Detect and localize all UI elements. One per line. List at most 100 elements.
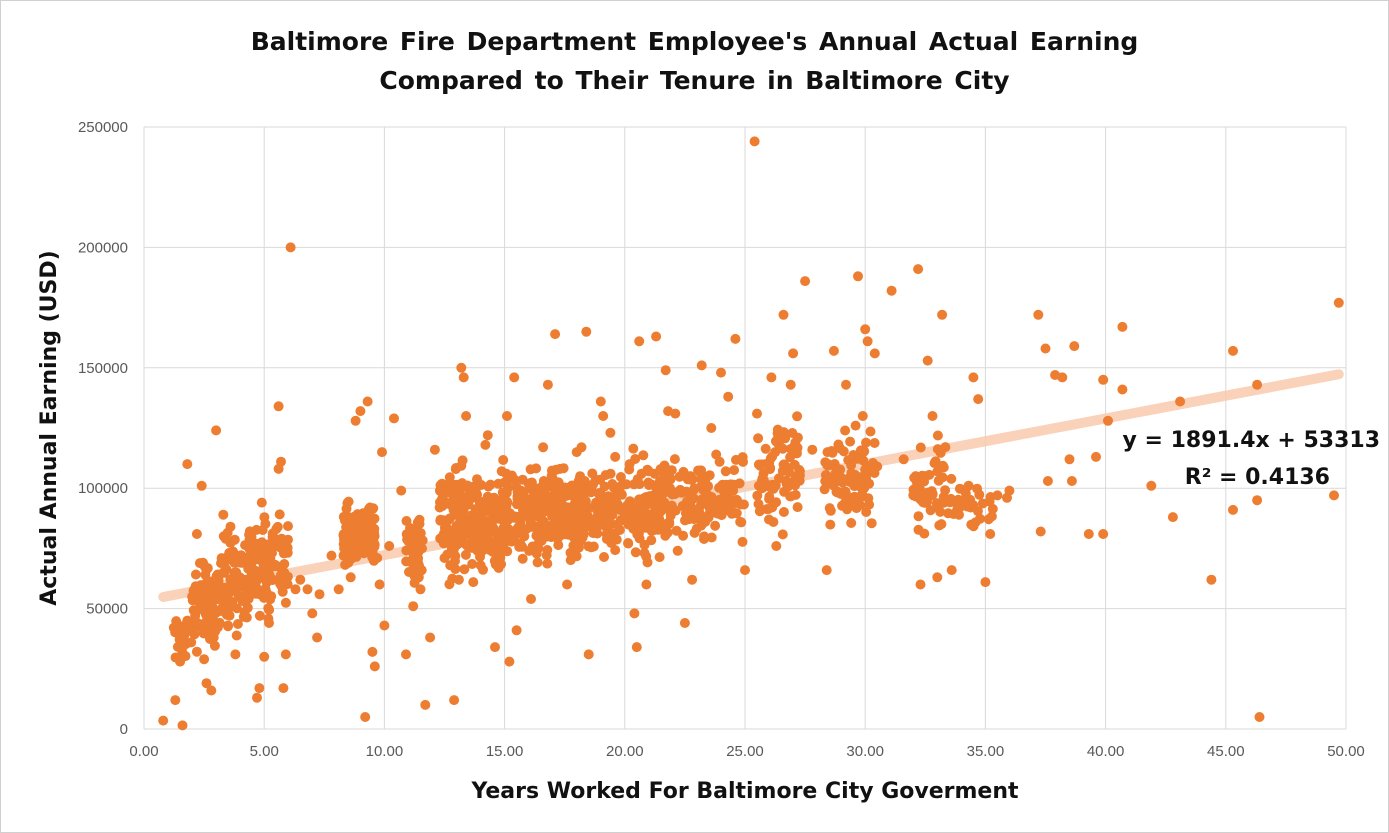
data-point <box>711 449 722 460</box>
data-point <box>217 556 227 567</box>
data-point <box>365 502 375 513</box>
data-point <box>345 572 356 583</box>
data-point <box>1098 529 1109 539</box>
data-point <box>404 567 414 577</box>
data-point <box>338 530 349 540</box>
data-point <box>467 492 478 503</box>
data-point <box>425 632 436 643</box>
data-point <box>396 485 407 496</box>
data-point <box>786 491 796 502</box>
data-point <box>203 620 214 631</box>
data-point <box>1033 309 1044 320</box>
data-point <box>697 479 708 490</box>
data-point <box>696 360 707 371</box>
x-tick-label: 45.00 <box>1207 743 1245 760</box>
data-point <box>384 541 395 551</box>
data-point <box>785 379 796 390</box>
data-point <box>588 541 599 552</box>
y-axis-ticks: 0 50000 100000 150000 200000 250000 <box>78 119 128 738</box>
data-point <box>550 521 561 532</box>
data-point <box>449 695 460 706</box>
data-point <box>447 526 458 537</box>
data-point <box>1146 480 1157 491</box>
data-points <box>158 136 1344 731</box>
data-point <box>379 620 390 631</box>
data-point <box>416 565 427 576</box>
data-point <box>850 469 861 480</box>
data-point <box>588 528 599 539</box>
data-point <box>861 507 872 517</box>
data-point <box>408 601 419 612</box>
data-point <box>377 447 387 458</box>
data-point <box>945 497 955 508</box>
data-point <box>409 577 420 588</box>
data-point <box>538 476 549 486</box>
data-point <box>460 549 471 560</box>
data-point <box>1091 451 1101 462</box>
data-point <box>583 649 594 660</box>
data-point <box>638 450 649 461</box>
data-point <box>831 463 842 474</box>
data-point <box>302 584 313 595</box>
data-point <box>413 557 424 568</box>
data-point <box>199 595 210 606</box>
data-point <box>918 497 929 508</box>
data-point <box>548 474 558 485</box>
data-point <box>271 524 282 535</box>
data-point <box>351 538 362 549</box>
data-point <box>314 589 325 600</box>
data-point <box>721 493 732 504</box>
data-point <box>777 466 788 476</box>
data-point <box>624 459 635 470</box>
data-point <box>757 473 768 484</box>
data-point <box>756 483 767 494</box>
data-point <box>819 484 830 495</box>
data-point <box>1042 476 1053 486</box>
data-point <box>935 506 946 517</box>
data-point <box>615 488 625 498</box>
data-point <box>244 526 255 537</box>
data-point <box>963 480 974 491</box>
data-point <box>715 481 726 492</box>
data-point <box>932 430 943 441</box>
data-point <box>886 285 897 296</box>
data-point <box>338 539 349 549</box>
data-point <box>223 620 234 631</box>
data-point <box>833 439 844 450</box>
data-point <box>517 553 528 564</box>
data-point <box>636 501 647 512</box>
y-tick-label: 0 <box>120 721 128 738</box>
data-point <box>461 411 472 421</box>
data-point <box>401 545 412 556</box>
data-point <box>709 498 720 509</box>
data-point <box>235 579 246 590</box>
data-point <box>828 345 839 356</box>
data-point <box>922 355 933 366</box>
data-point <box>754 506 765 517</box>
data-point <box>199 561 210 572</box>
data-point <box>369 661 380 672</box>
data-point <box>846 460 857 471</box>
data-point <box>473 536 484 547</box>
data-point <box>1329 490 1339 501</box>
data-point <box>280 649 291 660</box>
data-point <box>476 480 487 490</box>
data-point <box>966 519 977 530</box>
data-point <box>265 594 276 605</box>
data-point <box>776 442 787 453</box>
data-point <box>598 411 609 421</box>
data-point <box>849 477 860 488</box>
data-point <box>274 509 285 520</box>
data-point <box>232 619 243 629</box>
data-point <box>285 242 296 253</box>
data-point <box>242 602 253 613</box>
data-point <box>554 463 565 474</box>
data-point <box>603 491 614 502</box>
data-point <box>660 530 671 541</box>
data-point <box>687 474 698 484</box>
data-point <box>480 543 491 553</box>
data-point <box>800 276 811 287</box>
data-point <box>565 547 576 558</box>
data-point <box>862 336 873 347</box>
data-point <box>532 557 543 568</box>
